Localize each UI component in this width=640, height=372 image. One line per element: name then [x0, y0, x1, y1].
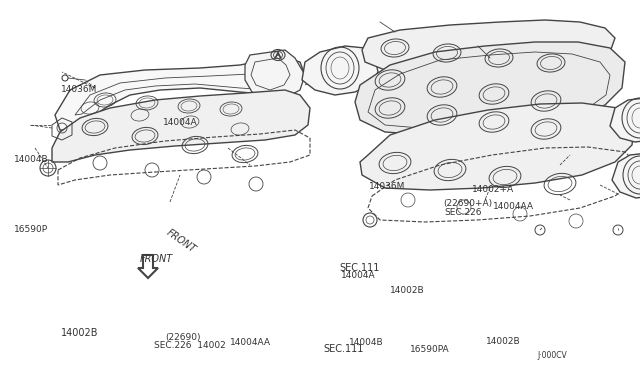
- Text: SEC.226: SEC.226: [445, 208, 483, 217]
- Text: 16590PA: 16590PA: [410, 345, 449, 354]
- Text: (22690): (22690): [165, 333, 200, 342]
- Text: SEC.226  14002: SEC.226 14002: [154, 341, 225, 350]
- Text: 14004B: 14004B: [14, 155, 49, 164]
- Text: 14002B: 14002B: [390, 286, 425, 295]
- Text: 14002B: 14002B: [61, 328, 99, 338]
- Text: FRONT: FRONT: [165, 228, 198, 255]
- Polygon shape: [610, 98, 640, 142]
- Text: 16590P: 16590P: [14, 225, 48, 234]
- Polygon shape: [138, 255, 158, 278]
- Text: 14036M: 14036M: [61, 85, 97, 94]
- Text: 14004A: 14004A: [341, 271, 376, 280]
- Text: 14004AA: 14004AA: [230, 338, 271, 347]
- Text: 14002B: 14002B: [486, 337, 521, 346]
- Polygon shape: [360, 103, 635, 190]
- Polygon shape: [245, 50, 305, 100]
- Polygon shape: [55, 58, 305, 130]
- Polygon shape: [302, 46, 378, 95]
- Text: (22690+A): (22690+A): [444, 199, 493, 208]
- Polygon shape: [612, 153, 640, 198]
- Polygon shape: [52, 90, 310, 162]
- Text: SEC.111: SEC.111: [339, 263, 380, 273]
- Text: J·000CV: J·000CV: [538, 351, 567, 360]
- Text: 14004B: 14004B: [349, 338, 383, 347]
- Text: FRONT: FRONT: [140, 254, 173, 263]
- Text: 14004A: 14004A: [163, 118, 198, 127]
- Polygon shape: [362, 20, 615, 72]
- Text: SEC.111: SEC.111: [324, 344, 364, 354]
- Text: 14036M: 14036M: [369, 182, 406, 190]
- Polygon shape: [355, 42, 625, 135]
- Text: 14004AA: 14004AA: [493, 202, 534, 211]
- Text: 14002+A: 14002+A: [472, 185, 515, 194]
